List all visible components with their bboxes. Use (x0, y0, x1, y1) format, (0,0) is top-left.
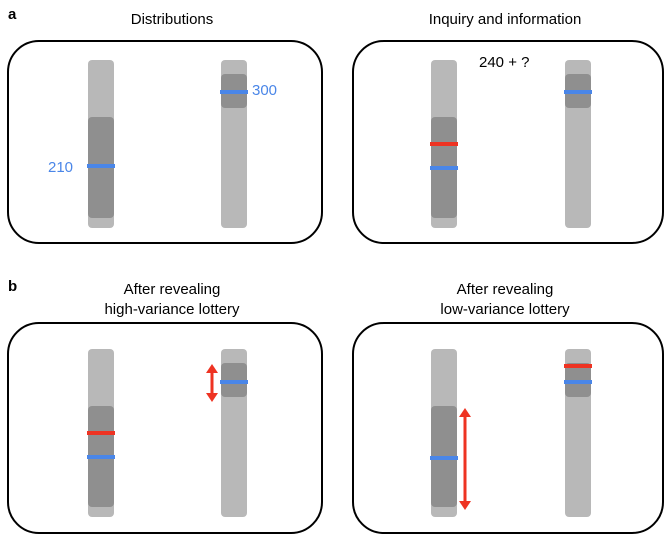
small-double-arrow-icon (206, 364, 218, 402)
panel-a-letter: a (8, 6, 17, 23)
left-mean-line (87, 455, 115, 459)
panel-b-right-title-line1: After revealing (456, 281, 554, 298)
panel-b-low-variance (352, 322, 664, 534)
left-mean-line (430, 166, 458, 170)
left-mean-line (430, 456, 458, 460)
panel-b-letter: b (8, 278, 18, 295)
panel-b-high-variance (7, 322, 323, 534)
panel-a-right-title: Inquiry and information (428, 11, 582, 28)
left-inquiry-line (430, 142, 458, 146)
panel-b-right-title: After revealing low-variance lottery (355, 280, 655, 320)
inquiry-text: 240 + ? (479, 54, 530, 71)
left-revealed-line (87, 431, 115, 435)
panel-a-distributions: 210 300 (7, 40, 323, 244)
value-300-label: 300 (252, 82, 278, 99)
panel-a-left-title: Distributions (130, 11, 214, 28)
right-mean-line (220, 380, 248, 384)
right-mean-line (564, 380, 592, 384)
panel-b-right-title-line2: low-variance lottery (440, 301, 570, 318)
panel-a-inquiry: 240 + ? (352, 40, 664, 244)
panel-b-left-title-line1: After revealing (123, 281, 221, 298)
panel-b-left-title: After revealing high-variance lottery (22, 280, 322, 320)
right-revealed-line (564, 364, 592, 368)
left-mean-line (87, 164, 115, 168)
right-mean-line (564, 90, 592, 94)
right-mean-line (220, 90, 248, 94)
panel-b-left-title-line2: high-variance lottery (104, 301, 240, 318)
value-210-label: 210 (48, 159, 74, 176)
large-double-arrow-icon (459, 408, 471, 510)
